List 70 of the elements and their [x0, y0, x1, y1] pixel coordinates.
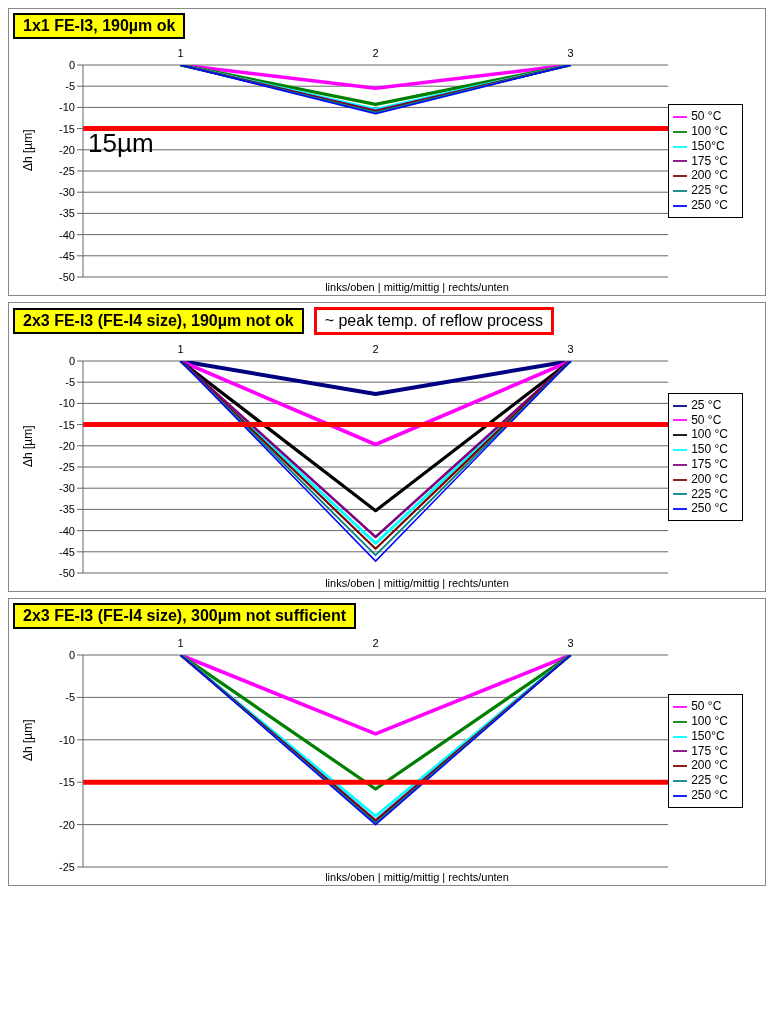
x-tick-label: 3	[567, 343, 574, 355]
text: 2x3 FE-I3 (FE-I4 size), 190µm not ok	[13, 308, 304, 334]
legend-label: 50 °C	[691, 699, 722, 714]
y-tick-label: -40	[59, 524, 75, 537]
legend-label: 200 °C	[691, 168, 728, 183]
y-tick-label: -35	[59, 503, 75, 516]
y-tick-label: -5	[65, 80, 75, 93]
y-tick-label: 0	[68, 354, 75, 367]
y-tick-label: -45	[59, 249, 75, 262]
y-tick-label: -10	[59, 733, 75, 746]
legend-label: 25 °C	[691, 397, 722, 412]
y-tick-label: -30	[59, 186, 75, 199]
legend-label: 175 °C	[691, 153, 728, 168]
y-tick-label: -50	[59, 566, 75, 579]
y-tick-label: -20	[59, 439, 75, 452]
legend-label: 250 °C	[691, 198, 728, 213]
ref-line-label: 15µm	[88, 128, 154, 159]
y-tick-label: -15	[59, 122, 75, 135]
text: 2x3 FE-I3 (FE-I4 size), 300µm not sufficient	[13, 603, 357, 629]
y-tick-label: -45	[59, 545, 75, 558]
y-tick-label: -10	[59, 101, 75, 114]
legend-label: 100 °C	[691, 713, 728, 728]
y-tick-label: -50	[59, 270, 75, 283]
x-axis-title: links/oben | mittig/mittig | rechts/unten	[324, 871, 510, 883]
legend-label: 150 °C	[691, 442, 728, 457]
y-tick-label: -30	[59, 482, 75, 495]
legend-label: 250 °C	[691, 501, 728, 516]
y-tick-label: -20	[59, 818, 75, 831]
y-tick-label: -5	[65, 376, 75, 389]
text: ~ peak temp. of reflow process	[313, 307, 554, 335]
legend-label: 225 °C	[691, 486, 728, 501]
x-tick-label: 1	[177, 343, 184, 355]
y-axis-title: Δh [µm]	[21, 425, 36, 467]
legend-label: 225 °C	[691, 773, 728, 788]
legend-label: 200 °C	[691, 471, 728, 486]
y-axis-title: Δh [µm]	[21, 719, 36, 761]
legend-label: 100 °C	[691, 123, 728, 138]
x-tick-label: 2	[372, 637, 379, 649]
legend-label: 225 °C	[691, 183, 728, 198]
y-tick-label: -35	[59, 207, 75, 220]
x-axis-title: links/oben | mittig/mittig | rechts/unten	[324, 577, 510, 589]
legend-label: 200 °C	[691, 758, 728, 773]
legend-label: 150°C	[691, 728, 725, 743]
y-tick-label: -25	[59, 860, 75, 873]
y-tick-label: -10	[59, 397, 75, 410]
y-tick-label: 0	[68, 648, 75, 661]
y-tick-label: -15	[59, 776, 75, 789]
x-tick-label: 3	[567, 47, 574, 59]
x-tick-label: 1	[177, 47, 184, 59]
legend-label: 50 °C	[691, 412, 722, 427]
y-tick-label: -25	[59, 460, 75, 473]
legend-label: 175 °C	[691, 743, 728, 758]
x-tick-label: 2	[372, 47, 379, 59]
x-axis-title: links/oben | mittig/mittig | rechts/unten	[324, 281, 510, 293]
text: 1x1 FE-I3, 190µm ok	[13, 13, 186, 39]
y-tick-label: -40	[59, 228, 75, 241]
y-tick-label: -5	[65, 691, 75, 704]
y-tick-label: -25	[59, 164, 75, 177]
y-tick-label: 0	[68, 58, 75, 71]
legend-label: 150°C	[691, 138, 725, 153]
x-tick-label: 3	[567, 637, 574, 649]
y-tick-label: -15	[59, 418, 75, 431]
x-tick-label: 1	[177, 637, 184, 649]
legend-label: 100 °C	[691, 427, 728, 442]
legend-label: 50 °C	[691, 109, 722, 124]
legend-label: 175 °C	[691, 457, 728, 471]
y-axis-title: Δh [µm]	[21, 129, 36, 171]
y-tick-label: -20	[59, 143, 75, 156]
legend-label: 250 °C	[691, 788, 728, 803]
x-tick-label: 2	[372, 343, 379, 355]
